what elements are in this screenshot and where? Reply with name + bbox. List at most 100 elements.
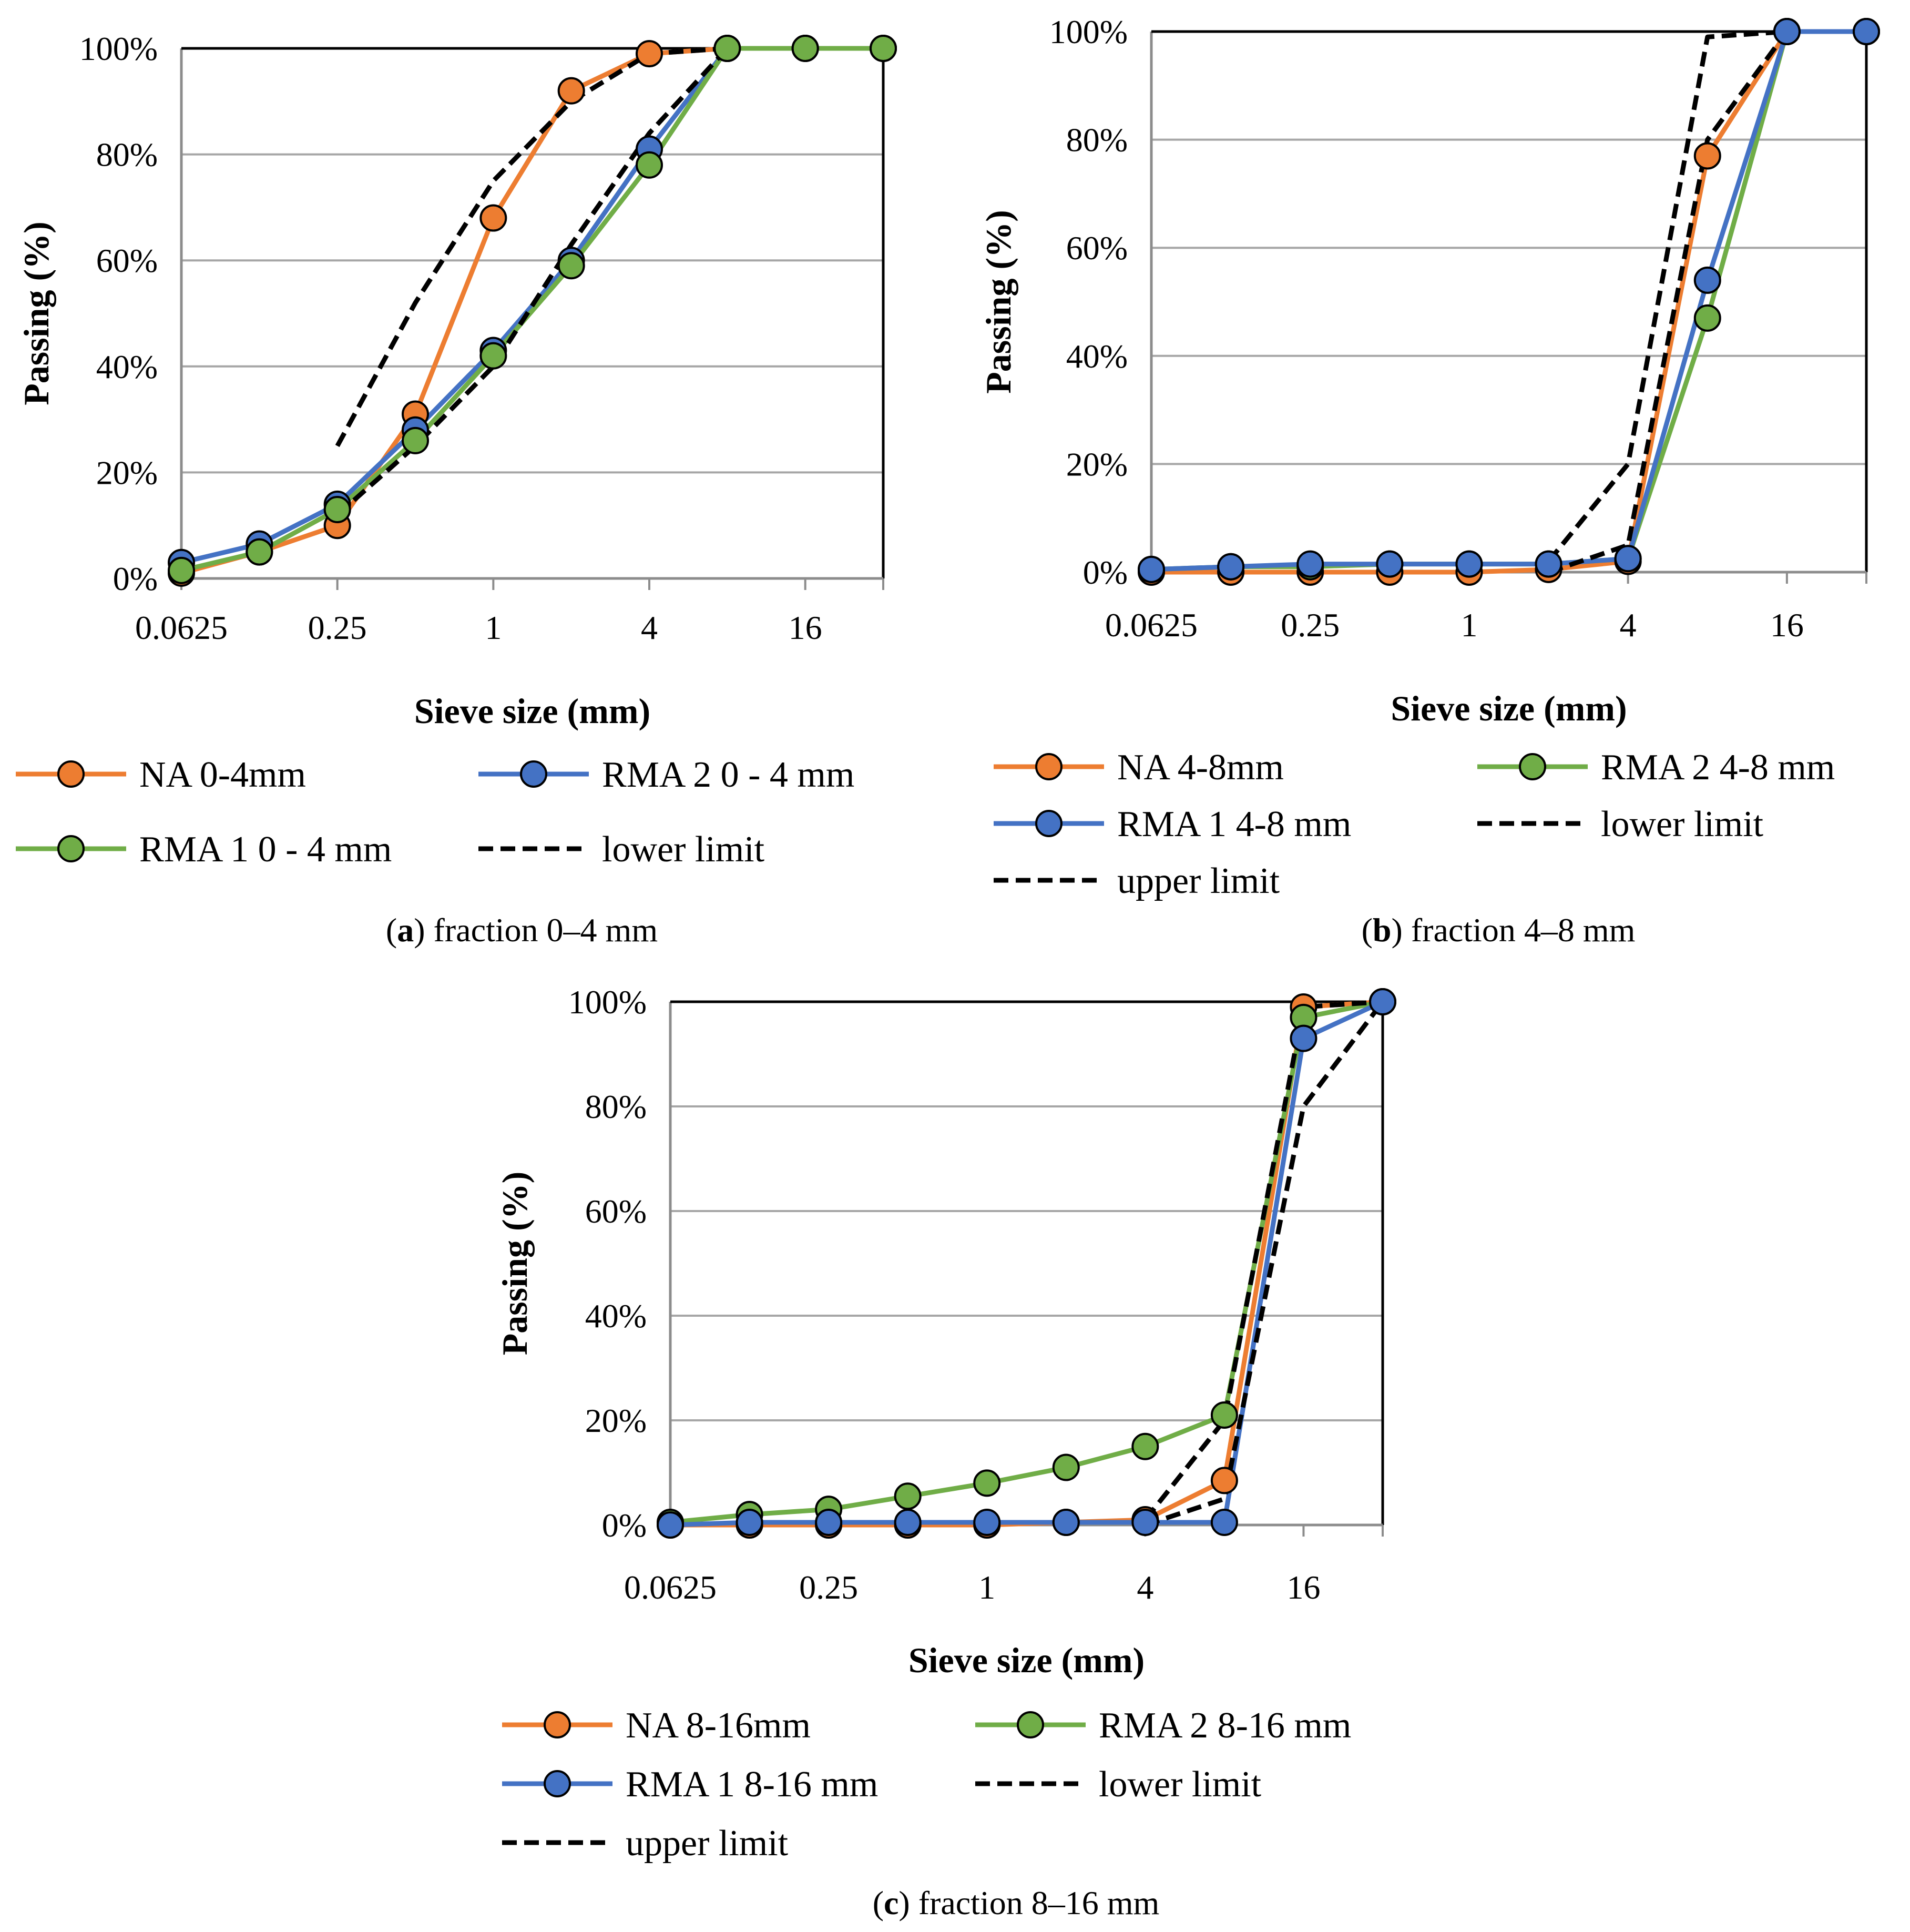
y-tick-label: 100%: [568, 983, 647, 1021]
data-point: [1773, 18, 1801, 45]
data-point: [815, 1509, 843, 1537]
legend-label: RMA 2 0 - 4 mm: [602, 755, 854, 795]
x-tick-label: 0.25: [799, 1569, 858, 1606]
legend-entry: RMA 2 4-8 mm: [1477, 747, 1835, 788]
y-tick-label: 20%: [96, 454, 158, 491]
plot-area: [670, 1002, 1383, 1525]
data-point: [1614, 545, 1642, 573]
legend-entry: upper limit: [502, 1823, 789, 1864]
legend-label: upper limit: [1117, 861, 1280, 901]
x-tick-label: 0.0625: [624, 1569, 717, 1606]
data-point: [323, 495, 351, 523]
data-point: [1693, 304, 1721, 332]
legend-marker: [544, 1711, 571, 1738]
legend-entry: upper limit: [994, 861, 1280, 901]
legend-entry: RMA 2 8-16 mm: [975, 1705, 1351, 1746]
legend-entry: lower limit: [1477, 804, 1764, 845]
caption-letter: c: [884, 1884, 898, 1921]
x-tick-label: 4: [641, 609, 658, 646]
caption-text: fraction 0–4 mm: [434, 911, 658, 949]
series-line-lower-limit: [1548, 30, 1789, 575]
legend-entry: NA 4-8mm: [994, 747, 1284, 788]
data-point: [1455, 550, 1483, 578]
caption: (b) fraction 4–8 mm: [1362, 911, 1636, 949]
data-point: [1210, 1467, 1238, 1494]
legend-marker: [57, 760, 85, 788]
series-line-lower-limit: [335, 46, 729, 517]
y-axis-title: Passing (%): [16, 221, 56, 405]
legend-entry: RMA 2 0 - 4 mm: [478, 755, 854, 795]
legend-entry: RMA 1 8-16 mm: [502, 1764, 878, 1805]
x-tick-label: 0.25: [308, 609, 367, 646]
data-point: [479, 342, 507, 370]
caption-paren: (: [386, 911, 397, 949]
data-point: [1138, 555, 1165, 583]
caption-paren: (: [1362, 911, 1373, 949]
data-point: [1052, 1453, 1080, 1481]
caption: (a) fraction 0–4 mm: [386, 911, 658, 949]
data-point: [736, 1509, 763, 1537]
y-tick-label: 80%: [1066, 121, 1128, 159]
y-tick-label: 20%: [585, 1402, 647, 1439]
y-tick-label: 40%: [585, 1297, 647, 1335]
y-tick-label: 100%: [79, 30, 158, 67]
y-tick-label: 80%: [96, 136, 158, 174]
data-point: [1210, 1509, 1238, 1537]
data-point: [791, 35, 819, 62]
legend-marker: [1035, 753, 1063, 780]
legend-marker: [544, 1770, 571, 1797]
data-point: [557, 252, 585, 280]
chart-a: 0% 20% 40% 60% 80% 100% 0.0625 0.25 1 4 16 Sieve si…: [16, 30, 897, 949]
x-axis-title: Sieve size (mm): [908, 1640, 1145, 1680]
y-tick-label: 60%: [96, 242, 158, 279]
caption-paren: (: [873, 1884, 884, 1921]
legend-entry: RMA 1 0 - 4 mm: [16, 829, 392, 870]
chart-b: 0% 20% 40% 60% 80% 100% 0.0625 0.25 1 4 16 Sieve si…: [978, 13, 1880, 949]
caption-paren: ): [898, 1884, 918, 1921]
data-point: [1369, 988, 1396, 1015]
data-point: [1210, 1401, 1238, 1429]
data-point: [1693, 266, 1721, 294]
x-axis-title: Sieve size (mm): [414, 691, 650, 731]
legend-marker: [520, 760, 547, 788]
x-tick-label: 0.0625: [1105, 606, 1198, 644]
caption-paren: ): [1392, 911, 1411, 949]
y-axis-title: Passing (%): [495, 1172, 535, 1355]
legend-label: upper limit: [626, 1823, 789, 1864]
legend-label: NA 0-4mm: [139, 755, 306, 795]
data-point: [1217, 553, 1245, 581]
data-point: [1052, 1509, 1080, 1537]
legend-marker: [1519, 753, 1546, 780]
data-point: [1376, 550, 1404, 578]
data-point: [973, 1509, 1001, 1537]
chart-c: 0% 20% 40% 60% 80% 100% 0.0625 0.25 1 4 16 Sieve si…: [495, 983, 1396, 1921]
legend-entry: lower limit: [975, 1764, 1262, 1805]
legend-label: lower limit: [1099, 1764, 1262, 1805]
x-tick-label: 16: [1770, 606, 1804, 644]
data-point: [973, 1469, 1001, 1497]
y-tick-label: 40%: [1066, 338, 1128, 375]
data-point: [1853, 18, 1880, 45]
series-line-rma-1-0-4-mm: [180, 46, 883, 573]
data-point: [636, 151, 663, 179]
legend-label: RMA 1 8-16 mm: [626, 1764, 878, 1805]
caption-text: fraction 4–8 mm: [1411, 911, 1636, 949]
data-point: [894, 1509, 922, 1537]
caption-letter: a: [397, 911, 414, 949]
data-point: [894, 1482, 922, 1510]
legend-marker: [57, 835, 85, 862]
legend-entry: NA 0-4mm: [16, 755, 306, 795]
data-point: [479, 204, 507, 232]
x-tick-label: 1: [485, 609, 502, 646]
caption-paren: ): [414, 911, 433, 949]
data-point: [168, 556, 195, 584]
x-tick-label: 1: [978, 1569, 995, 1606]
caption-letter: b: [1373, 911, 1392, 949]
plot-area: [1151, 32, 1866, 572]
x-tick-label: 16: [1286, 1569, 1320, 1606]
data-point: [1131, 1432, 1159, 1460]
legend-label: RMA 1 4-8 mm: [1117, 804, 1351, 845]
data-point: [636, 40, 663, 68]
y-tick-label: 80%: [585, 1088, 647, 1125]
